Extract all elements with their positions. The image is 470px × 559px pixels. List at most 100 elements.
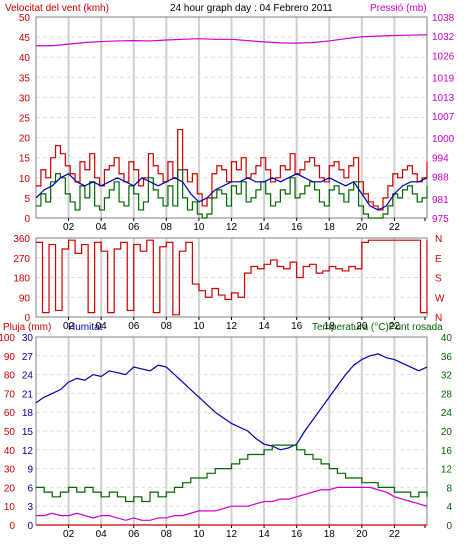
compass-tick-label: N: [435, 234, 442, 245]
rain-axis-tick-label: 50: [4, 427, 16, 438]
wind-panel-xtick-label: 14: [259, 222, 271, 233]
wind-axis-tick-label: 35: [19, 73, 31, 84]
dir-panel-xtick-label: 14: [259, 321, 271, 332]
avg_wind-line: [35, 173, 428, 211]
dir-panel-xtick-label: 22: [389, 321, 401, 332]
dir-panel-xtick-label: 04: [96, 321, 108, 332]
temperature-axis-tick-label: 12: [441, 465, 453, 476]
rain-axis-tick-label: 20: [4, 483, 16, 494]
hum-panel-xtick-label: 16: [291, 529, 303, 540]
wind-axis-tick-label: 25: [19, 114, 31, 125]
wind-panel-xtick-label: 20: [356, 222, 368, 233]
temperature-axis-tick-label: 0: [446, 521, 452, 532]
dir-panel-xtick-label: 06: [128, 321, 140, 332]
pressure-axis-tick-label: 1038: [432, 13, 455, 24]
graph-title: 24 hour graph day : 04 Febrero 2011: [170, 3, 333, 14]
humidity-axis-tick-label: 30: [22, 333, 34, 344]
temperature-axis-tick-label: 24: [441, 408, 453, 419]
hum-panel-xtick-label: 14: [259, 529, 271, 540]
humidity-axis-tick-label: 21: [22, 389, 34, 400]
pressure-axis-tick-label: 988: [432, 173, 449, 184]
pressure-axis-tick-label: 1019: [432, 74, 455, 85]
rain-axis-tick-label: 100: [0, 333, 15, 344]
wind-panel-xtick-label: 04: [96, 222, 108, 233]
wind-axis-tick-label: 10: [19, 174, 31, 185]
humidity-axis-tick-label: 27: [22, 352, 34, 363]
direction-axis-tick-label: 270: [13, 254, 30, 265]
temperature-axis-tick-label: 40: [441, 333, 453, 344]
pressure-axis-tick-label: 1013: [432, 93, 455, 104]
wind-line: [36, 169, 428, 219]
rain-axis-tick-label: 70: [4, 389, 16, 400]
humidity-axis-tick-label: 3: [27, 502, 33, 513]
compass-tick-label: N: [435, 313, 442, 324]
temperature-axis-title: Temperatura (°C)Punt rosada: [312, 322, 443, 333]
pressure-line: [36, 34, 428, 47]
wind-axis-tick-label: 30: [19, 93, 31, 104]
pressure-axis-title: Pressió (mb): [370, 3, 427, 14]
wind-panel-xtick-label: 12: [226, 222, 238, 233]
pressure-axis-tick-label: 1007: [432, 112, 455, 123]
direction-axis-tick-label: 360: [13, 234, 30, 245]
pressure-axis-tick-label: 1032: [432, 32, 455, 43]
wind-panel-xtick-label: 10: [193, 222, 205, 233]
hum-panel-xtick-label: 06: [128, 529, 140, 540]
humidity-axis-tick-label: 12: [22, 446, 34, 457]
dir-panel-xtick-label: 10: [193, 321, 205, 332]
rain-axis-tick-label: 60: [4, 408, 16, 419]
hum-panel-xtick-label: 20: [356, 529, 368, 540]
temperature-axis-tick-label: 28: [441, 389, 453, 400]
rain-axis-tick-label: 10: [4, 502, 16, 513]
temperature-axis-tick-label: 4: [446, 502, 452, 513]
direction-axis-tick-label: 180: [13, 274, 30, 285]
hum-panel-xtick-label: 12: [226, 529, 238, 540]
wind-panel-xtick-label: 16: [291, 222, 303, 233]
temperature-axis-tick-label: 16: [441, 446, 453, 457]
wind-axis-tick-label: 15: [19, 154, 31, 165]
pressure-axis-tick-label: 994: [432, 153, 449, 164]
dir-panel-xtick-label: 20: [356, 321, 368, 332]
rain-axis-title: Pluja (mm): [3, 322, 51, 333]
wind-panel-xtick-label: 06: [128, 222, 140, 233]
wind-axis-tick-label: 45: [19, 33, 31, 44]
dir-panel-xtick-label: 16: [291, 321, 303, 332]
humidity-axis-tick-label: 9: [27, 465, 33, 476]
compass-tick-label: S: [435, 274, 442, 285]
direction-axis-tick-label: 0: [24, 313, 30, 324]
dir-panel-xtick-label: 12: [226, 321, 238, 332]
pressure-axis-tick-label: 981: [432, 195, 449, 206]
humidity-axis-tick-label: 6: [27, 483, 33, 494]
rain-axis-tick-label: 40: [4, 446, 16, 457]
rain-axis-tick-label: 30: [4, 465, 16, 476]
temperature-axis-tick-label: 32: [441, 371, 453, 382]
hum-panel-xtick-label: 04: [96, 529, 108, 540]
temperature-axis-tick-label: 8: [446, 483, 452, 494]
wind-panel-xtick-label: 02: [63, 222, 75, 233]
gust-line: [36, 128, 428, 211]
hum-panel-xtick-label: 08: [161, 529, 173, 540]
hum-panel-xtick-label: 22: [389, 529, 401, 540]
hum-panel-xtick-label: 02: [63, 529, 75, 540]
humidity-axis-title: Humitat: [68, 322, 103, 333]
wind-panel-xtick-label: 22: [389, 222, 401, 233]
hum-panel-xtick-label: 18: [324, 529, 336, 540]
wind-panel-xtick-label: 08: [161, 222, 173, 233]
hum-panel-xtick-label: 10: [193, 529, 205, 540]
wind-axis-tick-label: 20: [19, 134, 31, 145]
pressure-axis-tick-label: 1026: [432, 51, 455, 62]
temperature-line: [36, 444, 428, 503]
temperature-axis-tick-label: 20: [441, 427, 453, 438]
dir-panel-xtick-label: 02: [63, 321, 75, 332]
compass-tick-label: E: [435, 254, 442, 265]
compass-tick-label: W: [435, 293, 445, 304]
pressure-axis-tick-label: 1000: [432, 134, 455, 145]
humidity-axis-tick-label: 15: [22, 427, 34, 438]
rain-axis-tick-label: 80: [4, 371, 16, 382]
wind-axis-tick-label: 40: [19, 53, 31, 64]
dewpoint-line: [36, 486, 428, 521]
humidity-axis-tick-label: 0: [27, 521, 33, 532]
rain-axis-tick-label: 0: [9, 521, 15, 532]
dir-panel-xtick-label: 08: [161, 321, 173, 332]
